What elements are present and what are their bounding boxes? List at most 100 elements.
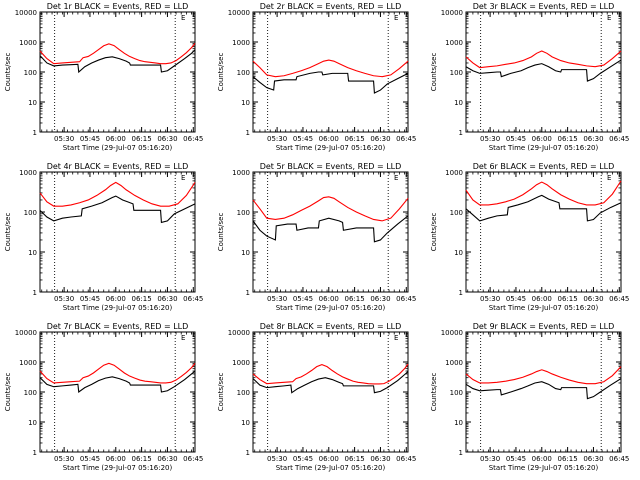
x-tick-label: 05:45 bbox=[293, 135, 313, 143]
x-tick-label: 06:30 bbox=[583, 135, 603, 143]
x-tick-label: 06:30 bbox=[583, 295, 603, 303]
x-tick-label: 05:30 bbox=[480, 295, 500, 303]
y-tick-label: 1 bbox=[246, 129, 250, 137]
x-tick-label: 06:00 bbox=[319, 295, 339, 303]
y-tick-label: 1 bbox=[33, 289, 37, 297]
lld-series-line bbox=[465, 180, 622, 206]
x-axis-label: Start Time (29-Jul-07 05:16:20) bbox=[489, 304, 599, 312]
y-tick-label: 1000 bbox=[19, 169, 37, 177]
chart-panel-1: Det 1r BLACK = Events, RED = LLD E 1 10 100 1… bbox=[4, 2, 203, 152]
x-tick-label: 06:30 bbox=[157, 295, 177, 303]
y-axis-label: Counts/sec bbox=[430, 373, 438, 412]
corner-label: E bbox=[607, 14, 611, 22]
corner-label: E bbox=[181, 14, 185, 22]
chart-panel-9: Det 9r BLACK = Events, RED = LLD E 1 10 100 1… bbox=[430, 322, 629, 472]
x-tick-label: 06:15 bbox=[132, 135, 152, 143]
lld-series-line bbox=[39, 43, 196, 65]
y-tick-label: 1 bbox=[459, 449, 463, 457]
x-tick-label: 06:15 bbox=[558, 295, 578, 303]
y-tick-label: 10 bbox=[454, 419, 463, 427]
plot-frame bbox=[465, 331, 622, 453]
lld-series-line bbox=[252, 363, 409, 385]
lld-series-line bbox=[252, 196, 409, 222]
x-tick-label: 05:30 bbox=[267, 295, 287, 303]
y-tick-label: 10000 bbox=[15, 329, 37, 337]
x-tick-label: 06:00 bbox=[532, 455, 552, 463]
y-tick-label: 10 bbox=[241, 99, 250, 107]
y-tick-label: 100 bbox=[237, 209, 250, 217]
x-axis-label: Start Time (29-Jul-07 05:16:20) bbox=[276, 464, 386, 472]
x-tick-label: 06:00 bbox=[532, 295, 552, 303]
x-tick-label: 05:45 bbox=[506, 295, 526, 303]
chart-panel-2: Det 2r BLACK = Events, RED = LLD E 1 10 100 1… bbox=[217, 2, 416, 152]
x-tick-label: 05:30 bbox=[267, 135, 287, 143]
y-axis-label: Counts/sec bbox=[217, 373, 225, 412]
y-axis-label: Counts/sec bbox=[217, 53, 225, 92]
y-tick-label: 1 bbox=[459, 129, 463, 137]
y-tick-label: 1 bbox=[33, 449, 37, 457]
x-tick-label: 05:30 bbox=[54, 455, 74, 463]
lld-series-line bbox=[39, 181, 196, 207]
y-tick-label: 10 bbox=[28, 419, 37, 427]
x-tick-label: 06:45 bbox=[183, 295, 203, 303]
events-series-line bbox=[39, 49, 196, 74]
y-tick-label: 10000 bbox=[228, 9, 250, 17]
chart-title: Det 5r BLACK = Events, RED = LLD bbox=[260, 162, 402, 171]
chart-title: Det 7r BLACK = Events, RED = LLD bbox=[47, 322, 189, 331]
events-series-line bbox=[465, 378, 622, 400]
y-tick-label: 1000 bbox=[232, 359, 250, 367]
x-tick-label: 06:00 bbox=[532, 135, 552, 143]
x-axis-label: Start Time (29-Jul-07 05:16:20) bbox=[489, 464, 599, 472]
x-tick-label: 05:45 bbox=[506, 455, 526, 463]
x-tick-label: 05:30 bbox=[54, 135, 74, 143]
chart-panel-4: Det 4r BLACK = Events, RED = LLD E 1 10 100 1… bbox=[4, 162, 203, 312]
x-tick-label: 06:45 bbox=[396, 135, 416, 143]
chart-title: Det 4r BLACK = Events, RED = LLD bbox=[47, 162, 189, 171]
y-tick-label: 1 bbox=[246, 289, 250, 297]
events-series-line bbox=[252, 215, 409, 243]
corner-label: E bbox=[607, 174, 611, 182]
chart-panel-3: Det 3r BLACK = Events, RED = LLD E 1 10 100 1… bbox=[430, 2, 629, 152]
x-axis-label: Start Time (29-Jul-07 05:16:20) bbox=[63, 144, 173, 152]
y-tick-label: 10000 bbox=[441, 9, 463, 17]
chart-title: Det 8r BLACK = Events, RED = LLD bbox=[260, 322, 402, 331]
plot-frame bbox=[252, 331, 409, 453]
x-tick-label: 05:30 bbox=[54, 295, 74, 303]
y-tick-label: 100 bbox=[24, 69, 37, 77]
y-tick-label: 10000 bbox=[441, 329, 463, 337]
events-series-line bbox=[465, 194, 622, 222]
x-tick-label: 06:00 bbox=[319, 135, 339, 143]
chart-panel-8: Det 8r BLACK = Events, RED = LLD E 1 10 100 1… bbox=[217, 322, 416, 472]
y-axis-label: Counts/sec bbox=[430, 213, 438, 252]
y-tick-label: 1000 bbox=[445, 39, 463, 47]
x-tick-label: 06:15 bbox=[132, 295, 152, 303]
x-tick-label: 06:15 bbox=[345, 295, 365, 303]
y-tick-label: 1000 bbox=[232, 169, 250, 177]
lld-series-line bbox=[252, 59, 409, 78]
x-tick-label: 05:45 bbox=[80, 135, 100, 143]
x-tick-label: 06:45 bbox=[183, 135, 203, 143]
x-tick-label: 06:15 bbox=[345, 135, 365, 143]
y-tick-label: 100 bbox=[24, 209, 37, 217]
y-axis-label: Counts/sec bbox=[430, 53, 438, 92]
events-series-line bbox=[252, 71, 409, 94]
x-axis-label: Start Time (29-Jul-07 05:16:20) bbox=[63, 304, 173, 312]
corner-label: E bbox=[394, 334, 398, 342]
y-tick-label: 10 bbox=[241, 249, 250, 257]
x-tick-label: 06:30 bbox=[370, 455, 390, 463]
x-axis-label: Start Time (29-Jul-07 05:16:20) bbox=[276, 304, 386, 312]
y-tick-label: 100 bbox=[24, 389, 37, 397]
y-tick-label: 1000 bbox=[445, 169, 463, 177]
y-tick-label: 10000 bbox=[15, 9, 37, 17]
x-tick-label: 06:45 bbox=[396, 295, 416, 303]
x-tick-label: 06:30 bbox=[157, 135, 177, 143]
x-tick-label: 05:30 bbox=[480, 455, 500, 463]
events-series-line bbox=[39, 370, 196, 394]
y-tick-label: 1000 bbox=[19, 359, 37, 367]
y-tick-label: 10 bbox=[28, 249, 37, 257]
plot-frame bbox=[39, 11, 196, 133]
x-tick-label: 06:15 bbox=[345, 455, 365, 463]
x-tick-label: 06:00 bbox=[106, 295, 126, 303]
y-tick-label: 10000 bbox=[228, 329, 250, 337]
